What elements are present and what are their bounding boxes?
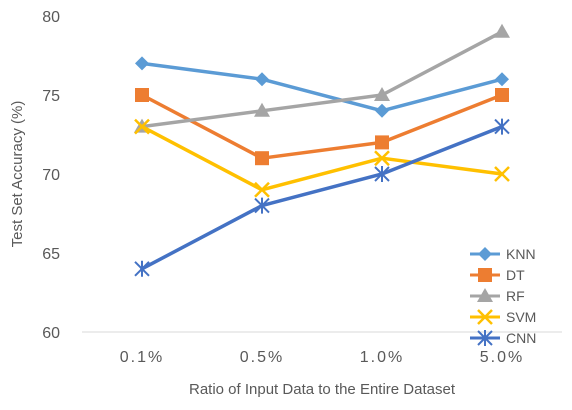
data-point xyxy=(477,288,493,302)
data-point xyxy=(478,268,492,282)
series-layer xyxy=(134,23,510,277)
legend-item: DT xyxy=(470,267,525,283)
data-point xyxy=(495,88,509,102)
legend-label: KNN xyxy=(506,246,536,262)
data-point xyxy=(135,88,149,102)
y-tick-label: 75 xyxy=(42,88,60,105)
data-point xyxy=(478,247,492,261)
series-rf xyxy=(134,23,510,133)
data-point xyxy=(134,118,150,135)
series-line xyxy=(140,124,504,271)
legend-label: RF xyxy=(506,288,525,304)
data-point xyxy=(477,330,493,346)
data-point xyxy=(134,260,150,277)
data-point xyxy=(374,150,390,167)
data-point xyxy=(375,103,389,118)
data-point xyxy=(375,135,389,150)
y-tick-label: 70 xyxy=(42,167,60,184)
series-dt xyxy=(135,88,509,166)
y-tick-label: 65 xyxy=(42,246,60,263)
y-tick-label: 60 xyxy=(42,325,60,342)
data-point xyxy=(374,87,390,101)
y-tick-label: 80 xyxy=(42,9,60,26)
data-point xyxy=(255,151,269,166)
x-tick-label: 0.1% xyxy=(120,349,164,366)
legend-item: CNN xyxy=(470,330,536,346)
x-tick-label: 5.0% xyxy=(480,349,524,366)
legend-label: DT xyxy=(506,267,525,283)
data-point xyxy=(254,102,270,117)
legend-item: RF xyxy=(470,288,525,304)
series-line xyxy=(140,124,504,192)
x-tick-label: 0.5% xyxy=(240,349,284,366)
series-line xyxy=(140,61,504,113)
data-point xyxy=(494,166,510,182)
data-point xyxy=(494,118,510,135)
data-point xyxy=(135,56,149,71)
data-point xyxy=(374,166,390,182)
series-line xyxy=(140,93,504,160)
data-point xyxy=(255,72,269,87)
legend-item: KNN xyxy=(470,246,536,262)
y-axis-title: Test Set Accuracy (%) xyxy=(9,101,26,248)
legend-item: SVM xyxy=(470,309,536,325)
x-axis-title: Ratio of Input Data to the Entire Datase… xyxy=(189,381,456,398)
series-svm xyxy=(134,118,510,198)
series-knn xyxy=(135,56,509,118)
data-point xyxy=(254,197,270,214)
y-tick-labels: 60 65 70 75 80 xyxy=(42,9,60,342)
legend-label: SVM xyxy=(506,309,536,325)
series-line xyxy=(140,30,504,129)
data-point xyxy=(494,23,510,38)
legend-label: CNN xyxy=(506,330,536,346)
data-point xyxy=(495,72,509,87)
series-cnn xyxy=(134,118,510,277)
x-tick-labels: 0.1% 0.5% 1.0% 5.0% xyxy=(120,349,524,366)
data-point xyxy=(477,309,493,325)
legend: KNN DT RF SVM CNN xyxy=(470,246,536,346)
x-tick-label: 1.0% xyxy=(360,349,404,366)
data-point xyxy=(254,181,270,198)
